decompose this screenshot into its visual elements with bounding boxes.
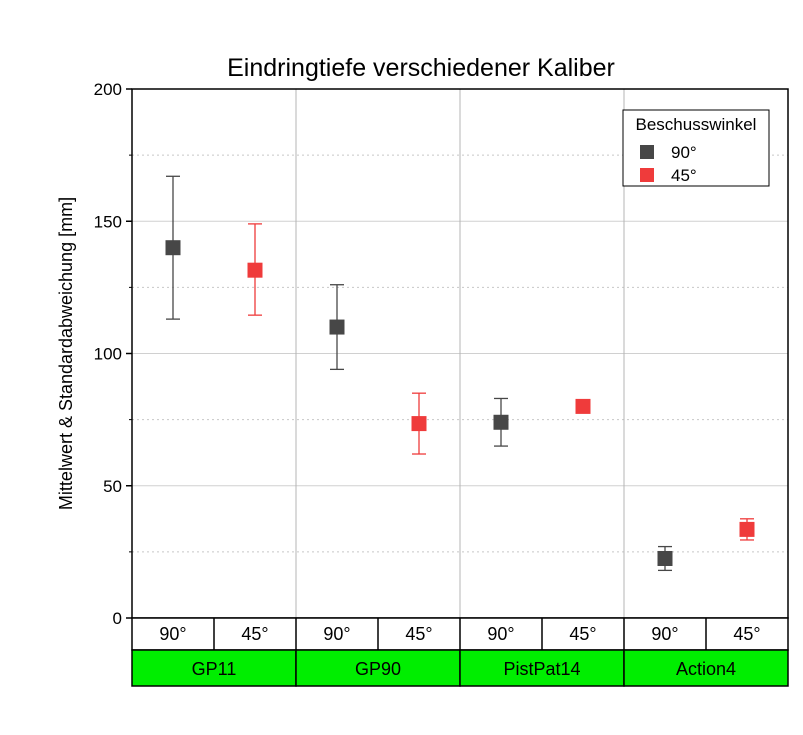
- y-tick-label: 100: [94, 345, 122, 364]
- group-label: Action4: [676, 659, 736, 679]
- data-point: [657, 550, 673, 566]
- y-axis-label: Mittelwert & Standardabweichung [mm]: [56, 197, 76, 510]
- legend-title: Beschusswinkel: [636, 115, 757, 134]
- legend: Beschusswinkel 90° 45°: [622, 109, 770, 187]
- legend-entry: 45°: [671, 166, 697, 185]
- group-cell: [131, 649, 297, 687]
- y-tick-label: 50: [103, 477, 122, 496]
- category-label: 90°: [323, 624, 350, 644]
- category-label: 45°: [569, 624, 596, 644]
- data-point: [575, 398, 591, 414]
- marks-layer: [165, 175, 755, 572]
- data-point: [165, 240, 181, 256]
- category-label: 45°: [241, 624, 268, 644]
- group-cell: [459, 649, 625, 687]
- y-tick-label: 0: [113, 609, 122, 628]
- legend-swatch: [640, 145, 654, 159]
- category-label: 90°: [651, 624, 678, 644]
- group-label: GP90: [355, 659, 401, 679]
- data-point: [247, 262, 263, 278]
- data-point: [329, 319, 345, 335]
- category-label: 45°: [405, 624, 432, 644]
- category-label: 45°: [733, 624, 760, 644]
- category-label: 90°: [487, 624, 514, 644]
- legend-swatch: [640, 168, 654, 182]
- chart-title: Eindringtiefe verschiedener Kaliber: [227, 54, 615, 82]
- data-point: [739, 521, 755, 537]
- category-label: 90°: [159, 624, 186, 644]
- group-label: PistPat14: [503, 659, 580, 679]
- y-tick-label: 150: [94, 212, 122, 231]
- data-point: [493, 414, 509, 430]
- group-cell: [295, 649, 461, 687]
- y-tick-label: 200: [94, 80, 122, 99]
- legend-entry: 90°: [671, 143, 697, 162]
- group-label: GP11: [192, 659, 237, 679]
- category-table: 90° 45° 90° 45° 90° 45° 90° 45°GP11 GP90 PistPat1…: [131, 617, 789, 687]
- group-cell: [623, 649, 789, 687]
- data-point: [411, 416, 427, 432]
